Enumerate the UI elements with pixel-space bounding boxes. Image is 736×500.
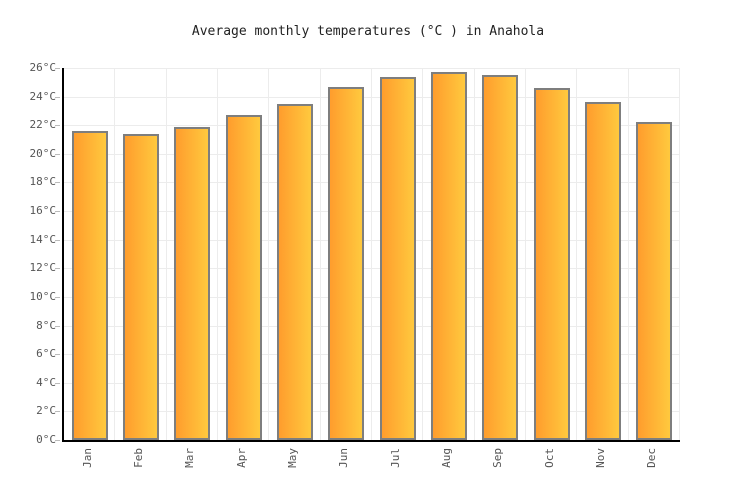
gridline-vertical [319,68,321,440]
x-axis-label-jan: Jan [80,448,94,468]
y-axis-tick [55,440,60,441]
x-axis-label-sep: Sep [491,448,505,468]
bar-jun[interactable] [328,87,365,440]
y-axis-tick [55,354,60,356]
gridline-vertical [165,68,167,440]
gridline-horizontal [64,382,680,384]
y-axis-tick [55,239,60,241]
y-axis-tick [55,411,60,413]
y-axis-tick [55,153,60,155]
gridline-vertical [114,68,116,440]
y-axis-tick [55,182,60,184]
gridline-horizontal [64,239,680,241]
bar-oct[interactable] [533,88,570,440]
gridline-horizontal [64,354,680,356]
y-axis-tick [55,325,60,327]
y-axis-label: 24°C [29,89,57,103]
gridline-horizontal [64,68,680,69]
gridline-vertical [576,68,578,440]
bar-may[interactable] [277,104,313,440]
bar-aug[interactable] [431,72,467,440]
y-axis-label: 0°C [36,433,56,446]
gridline-horizontal [64,96,680,98]
y-axis-tick [55,382,60,384]
plot-area [62,68,680,442]
gridline-horizontal [64,296,680,298]
gridline-vertical [371,68,372,440]
bar-mar[interactable] [174,127,211,440]
gridline-vertical [268,68,270,440]
y-axis-label: 20°C [29,146,57,160]
gridline-vertical [217,68,218,440]
y-axis-tick [55,96,60,98]
y-axis-label: 10°C [29,289,57,303]
y-axis-label: 14°C [29,232,57,246]
x-axis-label-jun: Jun [337,448,351,468]
x-axis-label-oct: Oct [542,448,556,468]
y-axis-tick [55,125,60,127]
x-axis-label-dec: Dec [645,448,659,468]
bar-apr[interactable] [225,115,262,440]
y-axis-label: 6°C [36,347,56,361]
y-axis-label: 2°C [36,404,56,418]
gridline-vertical [525,68,526,440]
y-axis-tick [55,268,60,270]
x-axis-label-nov: Nov [594,448,607,468]
bar-jan[interactable] [71,131,108,440]
bar-feb[interactable] [123,134,159,440]
y-axis-tick [55,296,60,298]
gridline-horizontal [64,153,680,155]
y-axis-label: 12°C [29,261,57,275]
bar-sep[interactable] [482,75,519,440]
y-axis-label: 22°C [29,118,57,132]
bar-nov[interactable] [585,102,621,440]
gridline-horizontal [64,211,680,213]
x-axis-label-feb: Feb [132,448,145,468]
gridline-horizontal [64,125,680,127]
gridline-vertical [473,68,475,440]
y-axis-tick [55,68,60,69]
gridline-horizontal [64,411,680,413]
gridline-horizontal [64,325,680,327]
x-axis-label-aug: Aug [440,448,453,468]
y-axis-label: 26°C [29,61,57,74]
x-axis-label-jul: Jul [388,448,402,468]
gridline-horizontal [64,182,680,184]
chart-title: Average monthly temperatures (°C ) in An… [191,24,545,39]
bar-dec[interactable] [636,122,673,440]
y-axis-label: 4°C [36,375,56,389]
y-axis-tick [55,211,60,213]
x-axis-label-mar: Mar [183,448,197,468]
bar-jul[interactable] [379,77,416,440]
gridline-horizontal [64,268,680,270]
gridline-vertical [422,68,424,440]
gridline-vertical [627,68,629,440]
x-axis-label-may: May [286,448,299,468]
y-axis-label: 16°C [29,204,57,218]
gridline-vertical [679,68,680,440]
x-axis-label-apr: Apr [234,448,248,468]
y-axis-label: 18°C [29,175,57,189]
y-axis-label: 8°C [36,318,56,332]
